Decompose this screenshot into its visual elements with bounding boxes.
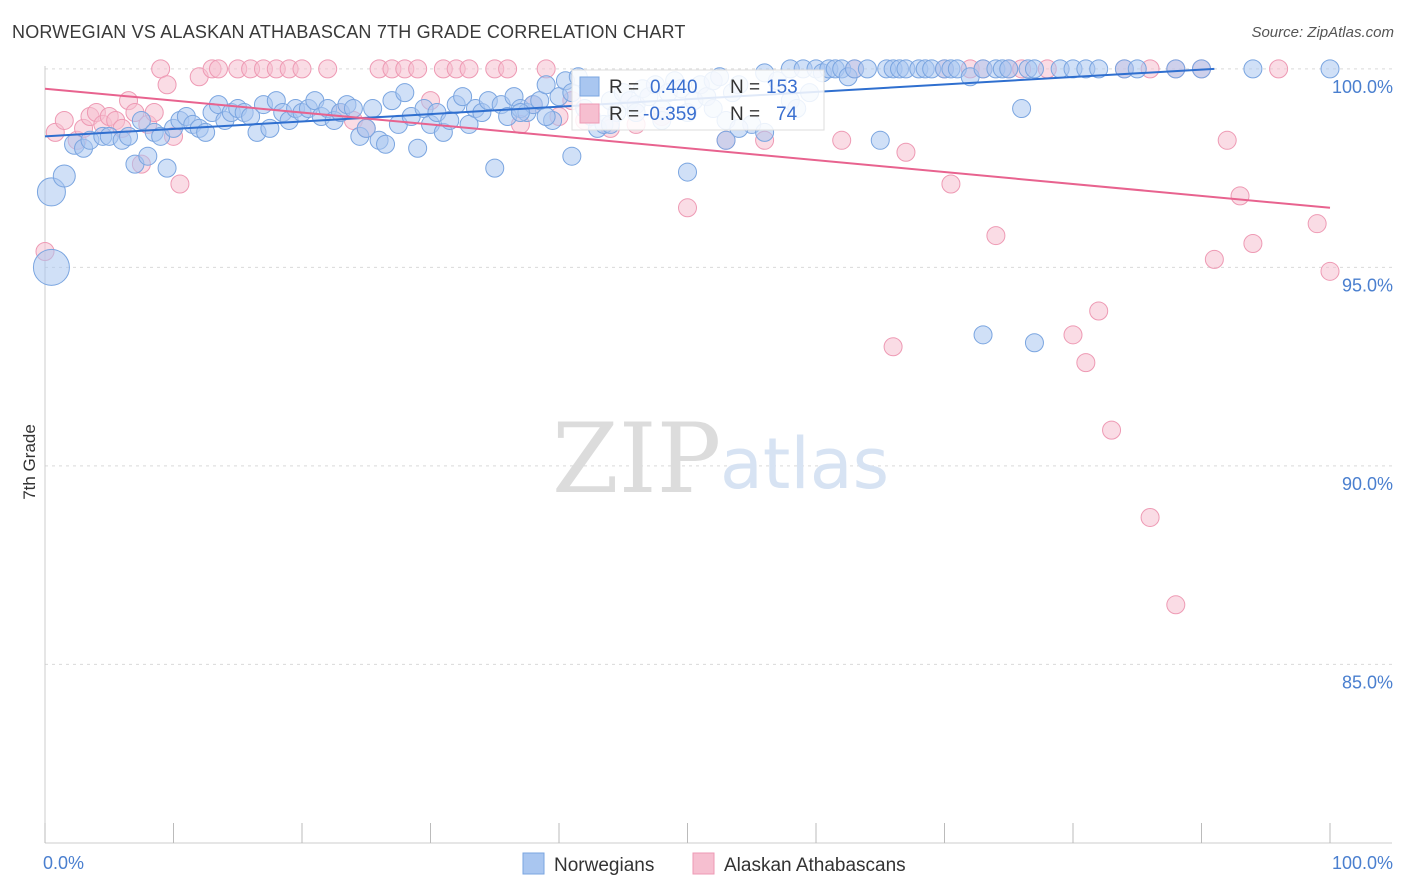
point-blue-142 — [1127, 59, 1147, 79]
source-label: Source: ZipAtlas.com — [1251, 24, 1394, 41]
point-blue-145 — [1243, 59, 1263, 79]
point-pink-55 — [832, 130, 852, 150]
legend-swatch-alaskan-athabascans — [692, 852, 715, 875]
point-pink-42 — [498, 59, 518, 79]
y-tick-label-0: 100.0% — [1332, 77, 1393, 97]
point-blue-9 — [119, 126, 139, 146]
point-blue-11 — [131, 110, 151, 130]
series-alaskan-athabascans-points — [35, 59, 1340, 615]
stats-n-label-1: N = — [730, 104, 760, 125]
point-blue-148 — [678, 162, 697, 182]
point-pink-22 — [208, 59, 228, 79]
point-blue-54 — [408, 138, 428, 158]
point-pink-79 — [1269, 59, 1289, 79]
y-tick-label-2: 90.0% — [1342, 474, 1393, 494]
point-blue-44 — [343, 99, 363, 119]
point-pink-2 — [54, 110, 74, 130]
point-blue-117 — [857, 59, 877, 79]
watermark: ZIP atlas — [552, 403, 889, 515]
point-blue-158 — [716, 130, 736, 150]
legend-label-alaskan-athabascans: Alaskan Athabascans — [724, 855, 906, 876]
point-pink-63 — [986, 226, 1006, 246]
point-blue-15 — [157, 158, 177, 178]
point-pink-68 — [1076, 353, 1096, 373]
y-tick-labels: 100.0% 95.0% 90.0% 85.0% — [1332, 77, 1393, 692]
x-tick-label-0: 0.0% — [43, 853, 84, 873]
point-pink-75 — [1204, 249, 1224, 269]
point-blue-47 — [363, 99, 383, 119]
stats-swatch-blue — [579, 76, 600, 97]
point-pink-72 — [1140, 507, 1160, 527]
chart-title: NORWEGIAN VS ALASKAN ATHABASCAN 7TH GRAD… — [12, 22, 686, 42]
point-blue-161 — [510, 103, 530, 123]
point-blue-61 — [453, 87, 473, 107]
point-blue-134 — [1012, 99, 1032, 119]
point-blue-2 — [52, 164, 76, 188]
point-pink-45 — [536, 59, 556, 79]
legend-swatch-norwegians — [522, 852, 545, 875]
grid-lines — [45, 68, 1392, 665]
point-pink-81 — [1320, 261, 1340, 281]
point-blue-133 — [999, 59, 1019, 79]
point-blue-49 — [376, 134, 396, 154]
point-pink-57 — [883, 337, 903, 357]
point-pink-76 — [1217, 130, 1237, 150]
point-blue-12 — [138, 146, 158, 166]
point-pink-16 — [151, 59, 171, 79]
point-pink-19 — [170, 174, 190, 194]
x-tick-labels: 0.0% 100.0% — [43, 853, 1393, 873]
y-tick-label-3: 85.0% — [1342, 672, 1393, 692]
stats-n-value-1: 74 — [776, 104, 798, 125]
point-blue-156 — [1024, 333, 1044, 353]
x-tick-label-1: 100.0% — [1332, 853, 1393, 873]
y-axis-label: 7th Grade — [20, 424, 39, 500]
y-tick-label-1: 95.0% — [1342, 275, 1393, 295]
stats-r-label-1: R = — [609, 104, 639, 125]
stats-n-value-0: 153 — [766, 77, 798, 98]
point-pink-40 — [459, 59, 479, 79]
watermark-atlas: atlas — [720, 423, 889, 505]
point-pink-36 — [408, 59, 428, 79]
point-pink-78 — [1243, 234, 1263, 254]
point-blue-155 — [973, 325, 993, 345]
stats-r-value-0: 0.440 — [650, 77, 698, 98]
point-pink-28 — [292, 59, 312, 79]
point-pink-29 — [318, 59, 338, 79]
stats-swatch-pink — [579, 103, 600, 124]
trend-line-pink — [44, 87, 1331, 209]
point-blue-52 — [395, 83, 415, 103]
watermark-zip: ZIP — [552, 403, 721, 515]
point-blue-74 — [536, 75, 556, 95]
point-blue-66 — [485, 158, 505, 178]
point-blue-118 — [870, 130, 890, 150]
legend-label-norwegians: Norwegians — [554, 855, 654, 876]
stats-legend: R = 0.440 N = 153 R = -0.359 N = 74 — [571, 69, 825, 131]
stats-legend-box — [571, 69, 825, 131]
point-blue-0 — [32, 248, 70, 286]
point-pink-73 — [1166, 595, 1186, 615]
point-pink-77 — [1230, 186, 1250, 206]
point-blue-143 — [1166, 59, 1186, 79]
point-blue-146 — [1320, 59, 1340, 79]
point-blue-147 — [562, 146, 582, 166]
point-pink-17 — [157, 75, 177, 95]
point-pink-70 — [1102, 420, 1122, 440]
point-pink-67 — [1063, 325, 1083, 345]
point-pink-69 — [1089, 301, 1109, 321]
bottom-legend: Norwegians Alaskan Athabascans — [522, 852, 906, 876]
point-blue-140 — [1089, 59, 1109, 79]
point-blue-160 — [536, 106, 556, 126]
stats-n-label-0: N = — [730, 77, 760, 98]
point-pink-60 — [941, 174, 961, 194]
point-pink-58 — [896, 142, 916, 162]
point-blue-136 — [1024, 59, 1044, 79]
point-pink-80 — [1307, 214, 1327, 234]
axes — [44, 66, 1392, 844]
point-pink-52 — [678, 198, 697, 218]
stats-r-value-1: -0.359 — [643, 104, 697, 125]
stats-r-label-0: R = — [609, 77, 639, 98]
